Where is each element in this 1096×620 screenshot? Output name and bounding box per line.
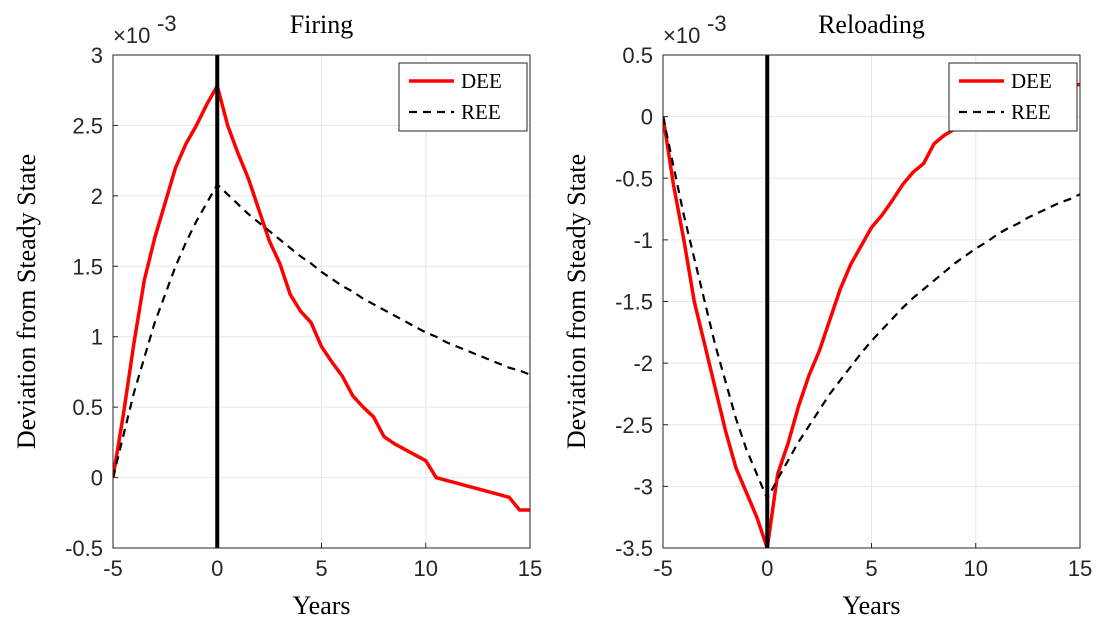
y-tick-label: 2 bbox=[91, 184, 103, 209]
series-line bbox=[113, 81, 530, 512]
y-tick-label: 1 bbox=[91, 325, 103, 350]
y-multiplier-exponent: -3 bbox=[157, 11, 177, 36]
legend-label: DEE bbox=[1011, 69, 1052, 93]
y-axis-label: Deviation from Steady State bbox=[12, 154, 41, 449]
legend-box bbox=[948, 62, 1078, 132]
y-tick-label: -1.5 bbox=[615, 290, 653, 315]
y-tick-label: -0.5 bbox=[615, 166, 653, 191]
x-tick-label: 10 bbox=[414, 556, 438, 581]
x-tick-label: 10 bbox=[964, 556, 988, 581]
legend: DEE REE bbox=[948, 62, 1078, 132]
y-tick-label: -1 bbox=[633, 228, 653, 253]
x-tick-label: -5 bbox=[653, 556, 673, 581]
axes-box bbox=[112, 54, 531, 549]
y-multiplier: ×10 bbox=[663, 23, 700, 48]
y-multiplier-exponent: -3 bbox=[707, 11, 727, 36]
x-tick-label: 15 bbox=[518, 556, 542, 581]
series-line bbox=[113, 182, 530, 478]
x-tick-label: -5 bbox=[103, 556, 123, 581]
y-axis-label: Deviation from Steady State bbox=[562, 154, 591, 449]
x-axis-label: Years bbox=[842, 591, 900, 620]
x-tick-label: 0 bbox=[211, 556, 223, 581]
chart-title: Reloading bbox=[818, 10, 925, 39]
legend: DEE REE bbox=[398, 62, 528, 132]
y-tick-label: -3 bbox=[633, 474, 653, 499]
y-tick-label: 1.5 bbox=[72, 254, 103, 279]
y-tick-label: -2.5 bbox=[615, 413, 653, 438]
y-tick-label: 0.5 bbox=[72, 395, 103, 420]
y-tick-label: 0 bbox=[641, 105, 653, 130]
y-tick-label: 0.5 bbox=[622, 43, 653, 68]
series-line bbox=[663, 116, 1080, 502]
subplot: -5 0 5 10 15 -3.5 -3 -2.5 -2 -1.5 -1 -0.5 0 0.5 Reload… bbox=[562, 10, 1092, 620]
legend-label: REE bbox=[1011, 100, 1051, 124]
subplot: -5 0 5 10 15 -0.5 0 0.5 1 1.5 2 2.5 3 Firing Years Devi… bbox=[12, 10, 542, 620]
y-tick-label: 0 bbox=[91, 466, 103, 491]
y-tick-label: -3.5 bbox=[615, 536, 653, 561]
x-tick-label: 5 bbox=[315, 556, 327, 581]
legend-label: DEE bbox=[461, 69, 502, 93]
x-tick-label: 5 bbox=[865, 556, 877, 581]
x-tick-label: 15 bbox=[1068, 556, 1092, 581]
y-tick-label: 2.5 bbox=[72, 113, 103, 138]
plot-area bbox=[113, 55, 530, 548]
x-tick-label: 0 bbox=[761, 556, 773, 581]
legend-box bbox=[398, 62, 528, 132]
y-tick-label: -0.5 bbox=[65, 536, 103, 561]
y-tick-label: 3 bbox=[91, 43, 103, 68]
legend-label: REE bbox=[461, 100, 501, 124]
y-multiplier: ×10 bbox=[113, 23, 150, 48]
y-tick-label: -2 bbox=[633, 351, 653, 376]
axes-box bbox=[662, 54, 1081, 549]
chart-title: Firing bbox=[290, 10, 354, 39]
x-axis-label: Years bbox=[292, 591, 350, 620]
